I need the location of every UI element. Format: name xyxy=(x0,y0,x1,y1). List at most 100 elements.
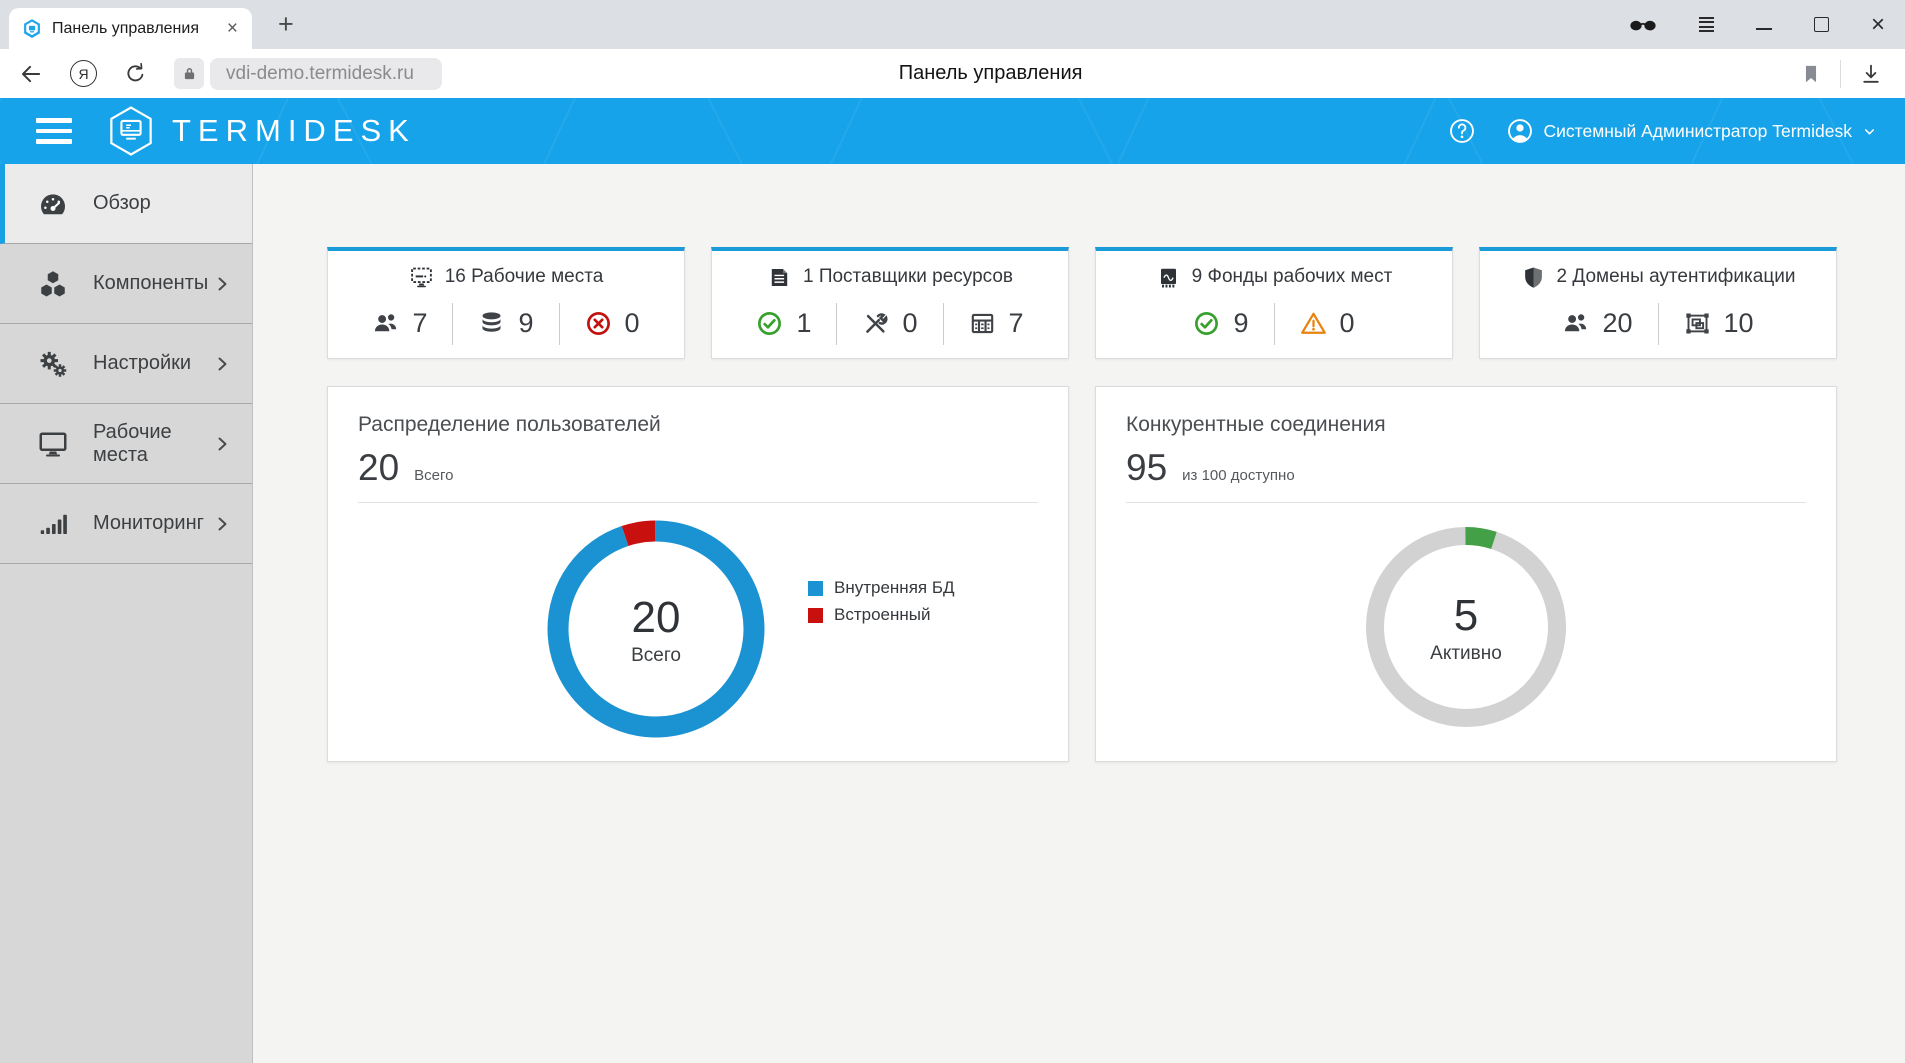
chart-total-value: 95 xyxy=(1126,447,1168,488)
tools-icon xyxy=(862,310,889,337)
cubes-icon xyxy=(38,269,68,299)
tab-title: Панель управления xyxy=(52,19,199,37)
sidebar: Обзор Компоненты Настройки Рабочие места Мон… xyxy=(0,164,253,1063)
stat-table: 7 xyxy=(969,308,1024,339)
menu-icon[interactable] xyxy=(36,118,72,144)
sidebar-item-overview[interactable]: Обзор xyxy=(0,164,252,244)
stat-object-group: 10 xyxy=(1684,308,1754,339)
stat-value: 0 xyxy=(1339,308,1355,338)
tachometer-icon xyxy=(38,189,68,219)
donut-chart-connections: 5 Активно xyxy=(1364,525,1568,734)
circle-check-icon xyxy=(756,310,783,337)
stat-warning: 0 xyxy=(1300,308,1355,339)
stat-value: 0 xyxy=(624,308,640,338)
chart-title: Распределение пользователей xyxy=(358,413,661,436)
stat-card-providers: 1 Поставщики ресурсов 1 0 7 xyxy=(711,247,1069,359)
sidebar-item-components[interactable]: Компоненты xyxy=(0,244,252,324)
legend-swatch xyxy=(808,580,823,596)
back-icon[interactable] xyxy=(18,61,44,87)
workplaces-icon xyxy=(409,265,434,290)
microchip-icon xyxy=(1156,265,1181,290)
user-icon xyxy=(1506,117,1534,145)
divider xyxy=(558,302,560,345)
close-icon[interactable]: × xyxy=(1870,10,1885,38)
chart-total-value: 20 xyxy=(358,447,400,488)
chart-legend: Внутренняя БД Встроенный xyxy=(808,571,955,632)
stat-value: 9 xyxy=(518,308,534,338)
stat-card-auth-domains: 2 Домены аутентификации 20 10 xyxy=(1479,247,1837,359)
app-header: TERMIDESK Системный Администратор Termid… xyxy=(0,98,1905,164)
stat-card-stats: 1 0 7 xyxy=(756,302,1024,345)
address-bar: Я vdi-demo.termidesk.ru Панель управлени… xyxy=(0,49,1905,98)
brand-wordmark: TERMIDESK xyxy=(172,113,416,148)
divider xyxy=(1657,302,1659,345)
stat-card-title: 1 Поставщики ресурсов xyxy=(767,265,1013,290)
server-icon xyxy=(767,265,792,290)
user-menu[interactable]: Системный Администратор Termidesk xyxy=(1506,117,1878,145)
browser-tab[interactable]: Панель управления × xyxy=(9,8,252,49)
logo-hexagon-icon xyxy=(108,105,154,157)
stat-card-title: 9 Фонды рабочих мест xyxy=(1156,265,1392,290)
legend-swatch xyxy=(808,607,823,623)
maximize-icon[interactable] xyxy=(1813,17,1829,32)
yandex-icon[interactable]: Я xyxy=(70,60,97,87)
donut-center-label: 5 Активно xyxy=(1430,591,1502,665)
stat-circle-check: 1 xyxy=(756,308,811,339)
stat-users: 7 xyxy=(372,308,427,339)
sidebar-item-label: Настройки xyxy=(93,352,192,374)
divider xyxy=(452,302,454,345)
charts-row: Распределение пользователей 20 Всего 20 В… xyxy=(327,386,1837,762)
minimize-icon[interactable] xyxy=(1755,20,1772,30)
legend-label: Встроенный xyxy=(834,605,931,624)
object-group-icon xyxy=(1684,310,1711,337)
table-icon xyxy=(969,310,996,337)
sidebar-item-monitoring[interactable]: Мониторинг xyxy=(0,484,252,564)
new-tab-button[interactable]: + xyxy=(278,9,294,39)
stat-card-pools: 9 Фонды рабочих мест 9 0 xyxy=(1095,247,1453,359)
main-content: 16 Рабочие места 7 9 0 1 Поставщики ресурсов… xyxy=(254,164,1905,1063)
browser-menu-icon[interactable] xyxy=(1698,16,1714,33)
help-icon[interactable] xyxy=(1448,117,1476,145)
lock-icon[interactable] xyxy=(174,58,204,89)
tab-close-icon[interactable]: × xyxy=(226,18,238,39)
divider xyxy=(1273,302,1275,345)
stat-value: 0 xyxy=(902,308,918,338)
stat-database: 9 xyxy=(478,308,534,339)
sidebar-item-settings[interactable]: Настройки xyxy=(0,324,252,404)
incognito-glasses-icon[interactable] xyxy=(1629,17,1657,33)
stat-circle-check: 9 xyxy=(1193,308,1249,339)
user-menu-label: Системный Администратор Termidesk xyxy=(1543,120,1853,141)
desktop-icon xyxy=(38,429,68,459)
url-field[interactable]: vdi-demo.termidesk.ru xyxy=(210,57,442,90)
legend-item: Встроенный xyxy=(808,605,955,625)
divider xyxy=(836,302,838,345)
stat-card-title: 2 Домены аутентификации xyxy=(1521,265,1795,290)
sidebar-item-label: Обзор xyxy=(93,192,151,214)
stat-card-stats: 7 9 0 xyxy=(372,302,640,345)
stat-value: 7 xyxy=(412,308,428,338)
stat-card-title: 16 Рабочие места xyxy=(409,265,603,290)
database-icon xyxy=(478,310,505,337)
stat-users: 20 xyxy=(1562,308,1633,339)
bookmark-icon[interactable] xyxy=(1800,63,1822,85)
chart-title: Конкурентные соединения xyxy=(1126,413,1386,436)
refresh-icon[interactable] xyxy=(123,61,148,86)
signal-icon xyxy=(38,509,68,539)
chevron-down-icon xyxy=(1862,124,1877,139)
sidebar-item-workplaces[interactable]: Рабочие места xyxy=(0,404,252,484)
chart-total-label: из 100 доступно xyxy=(1182,467,1295,484)
stat-value: 9 xyxy=(1233,308,1249,338)
donut-center-label: 20 Всего xyxy=(631,593,681,667)
stat-card-stats: 20 10 xyxy=(1562,302,1754,345)
stat-circle-x: 0 xyxy=(585,308,640,339)
chevron-right-icon xyxy=(212,514,232,534)
stat-value: 10 xyxy=(1723,308,1754,338)
donut-chart-users: 20 Всего xyxy=(546,519,766,744)
download-icon[interactable] xyxy=(1859,62,1883,86)
chevron-right-icon xyxy=(212,434,232,454)
divider xyxy=(1840,59,1841,88)
stat-tools: 0 xyxy=(862,308,918,339)
circle-x-icon xyxy=(585,310,612,337)
stat-card-workplaces: 16 Рабочие места 7 9 0 xyxy=(327,247,685,359)
divider xyxy=(1126,502,1806,503)
